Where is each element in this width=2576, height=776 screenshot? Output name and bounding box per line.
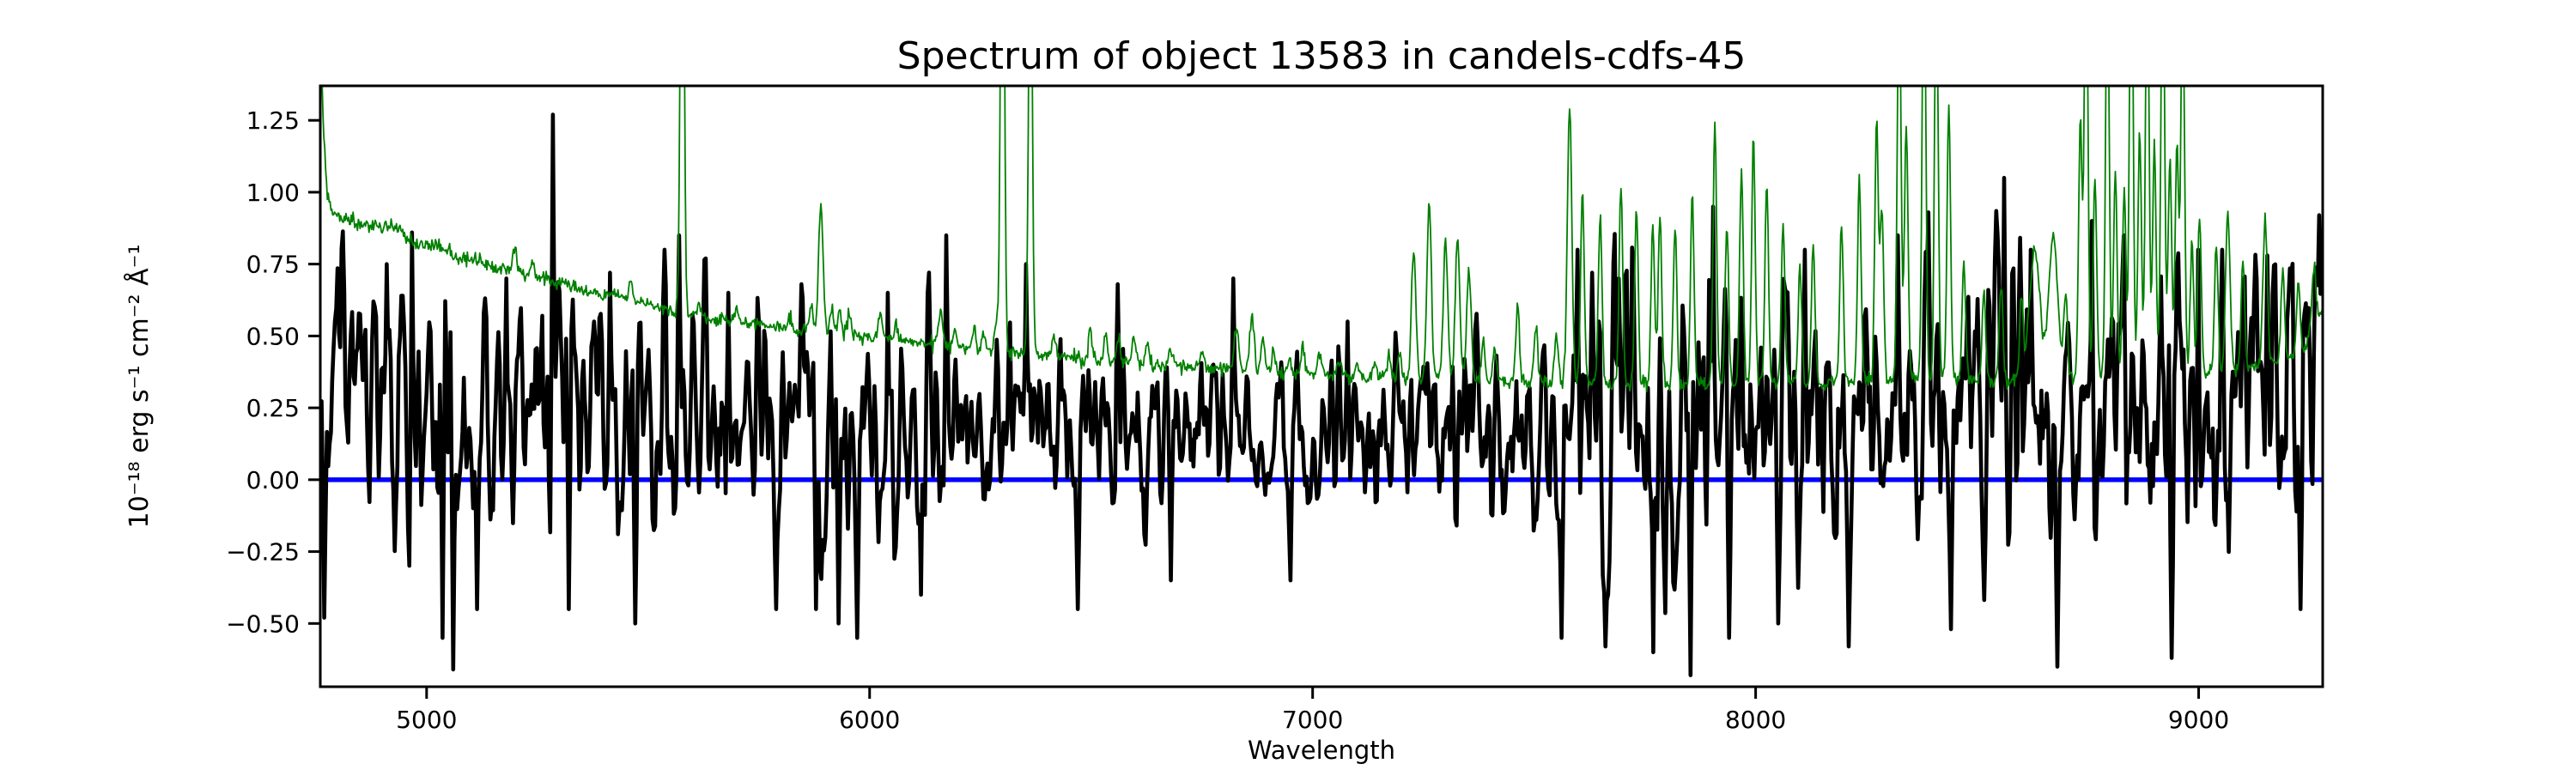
- y-axis-ticks: −0.50 −0.25 0.00 0.25 0.50 0.75 1.00 1.25: [226, 106, 320, 638]
- plot-title: Spectrum of object 13583 in candels-cdfs…: [897, 34, 1747, 78]
- y-tick-label: 0.25: [246, 394, 300, 422]
- x-tick-label: 8000: [1725, 706, 1786, 734]
- x-axis-ticks: 5000 6000 7000 8000 9000: [396, 687, 2229, 734]
- y-tick-label: −0.25: [226, 538, 300, 567]
- axes-spines: [319, 84, 2324, 688]
- flux-spectrum-line: [320, 112, 2323, 677]
- x-tick-label: 6000: [839, 706, 900, 734]
- x-tick-label: 9000: [2168, 706, 2229, 734]
- y-axis-label: 10⁻¹⁸ erg s⁻¹ cm⁻² Å⁻¹: [124, 245, 155, 529]
- plot-series-group: [320, 86, 2323, 677]
- y-tick-label: 0.50: [246, 322, 300, 350]
- y-tick-label: 0.75: [246, 251, 300, 279]
- x-axis-label: Wavelength: [1248, 736, 1395, 765]
- y-tick-label: −0.50: [226, 609, 300, 638]
- y-tick-label: 1.00: [246, 179, 300, 207]
- x-tick-label: 7000: [1282, 706, 1343, 734]
- y-tick-label: 1.25: [246, 106, 300, 135]
- x-tick-label: 5000: [396, 706, 457, 734]
- sky-noise-spectrum-line: [321, 86, 2323, 393]
- y-tick-label: 0.00: [246, 466, 300, 494]
